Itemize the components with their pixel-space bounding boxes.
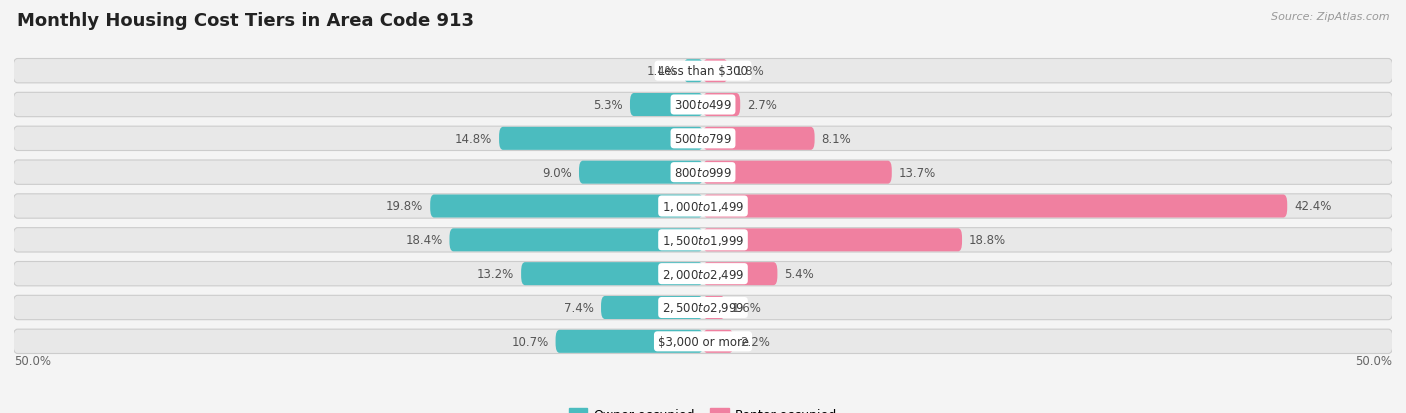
Text: Monthly Housing Cost Tiers in Area Code 913: Monthly Housing Cost Tiers in Area Code … (17, 12, 474, 30)
Text: 13.7%: 13.7% (898, 166, 936, 179)
Text: 42.4%: 42.4% (1294, 200, 1331, 213)
Text: 13.2%: 13.2% (477, 268, 515, 280)
FancyBboxPatch shape (13, 161, 1393, 185)
Text: $1,000 to $1,499: $1,000 to $1,499 (662, 199, 744, 214)
FancyBboxPatch shape (13, 93, 1393, 117)
Text: Source: ZipAtlas.com: Source: ZipAtlas.com (1271, 12, 1389, 22)
Text: $800 to $999: $800 to $999 (673, 166, 733, 179)
FancyBboxPatch shape (13, 127, 1393, 151)
FancyBboxPatch shape (13, 195, 1393, 218)
Text: 1.6%: 1.6% (733, 301, 762, 314)
Text: 2.2%: 2.2% (740, 335, 770, 348)
Text: 1.4%: 1.4% (647, 65, 676, 78)
Text: $2,500 to $2,999: $2,500 to $2,999 (662, 301, 744, 315)
FancyBboxPatch shape (703, 263, 778, 285)
Text: Less than $300: Less than $300 (658, 65, 748, 78)
FancyBboxPatch shape (703, 161, 891, 184)
FancyBboxPatch shape (703, 60, 728, 83)
Text: $300 to $499: $300 to $499 (673, 99, 733, 112)
Text: $500 to $799: $500 to $799 (673, 133, 733, 145)
Text: 1.8%: 1.8% (735, 65, 765, 78)
FancyBboxPatch shape (703, 296, 725, 319)
Text: 10.7%: 10.7% (512, 335, 548, 348)
Text: 5.3%: 5.3% (593, 99, 623, 112)
FancyBboxPatch shape (450, 229, 703, 252)
Text: 50.0%: 50.0% (14, 355, 51, 368)
FancyBboxPatch shape (600, 296, 703, 319)
FancyBboxPatch shape (13, 262, 1393, 286)
FancyBboxPatch shape (703, 229, 962, 252)
Text: 7.4%: 7.4% (564, 301, 595, 314)
Text: 18.4%: 18.4% (405, 234, 443, 247)
Text: $3,000 or more: $3,000 or more (658, 335, 748, 348)
FancyBboxPatch shape (499, 128, 703, 150)
FancyBboxPatch shape (13, 329, 1393, 354)
FancyBboxPatch shape (579, 161, 703, 184)
FancyBboxPatch shape (13, 59, 1393, 84)
FancyBboxPatch shape (703, 330, 734, 353)
FancyBboxPatch shape (630, 94, 703, 117)
FancyBboxPatch shape (13, 296, 1393, 320)
Text: 18.8%: 18.8% (969, 234, 1007, 247)
Text: 2.7%: 2.7% (747, 99, 778, 112)
FancyBboxPatch shape (683, 60, 703, 83)
Text: 14.8%: 14.8% (456, 133, 492, 145)
FancyBboxPatch shape (522, 263, 703, 285)
Legend: Owner-occupied, Renter-occupied: Owner-occupied, Renter-occupied (564, 404, 842, 413)
Text: $2,000 to $2,499: $2,000 to $2,499 (662, 267, 744, 281)
Text: 5.4%: 5.4% (785, 268, 814, 280)
Text: 50.0%: 50.0% (1355, 355, 1392, 368)
FancyBboxPatch shape (703, 128, 814, 150)
Text: 8.1%: 8.1% (821, 133, 851, 145)
Text: $1,500 to $1,999: $1,500 to $1,999 (662, 233, 744, 247)
Text: 9.0%: 9.0% (543, 166, 572, 179)
FancyBboxPatch shape (703, 94, 740, 117)
Text: 19.8%: 19.8% (387, 200, 423, 213)
FancyBboxPatch shape (555, 330, 703, 353)
FancyBboxPatch shape (703, 195, 1288, 218)
FancyBboxPatch shape (13, 228, 1393, 252)
FancyBboxPatch shape (430, 195, 703, 218)
